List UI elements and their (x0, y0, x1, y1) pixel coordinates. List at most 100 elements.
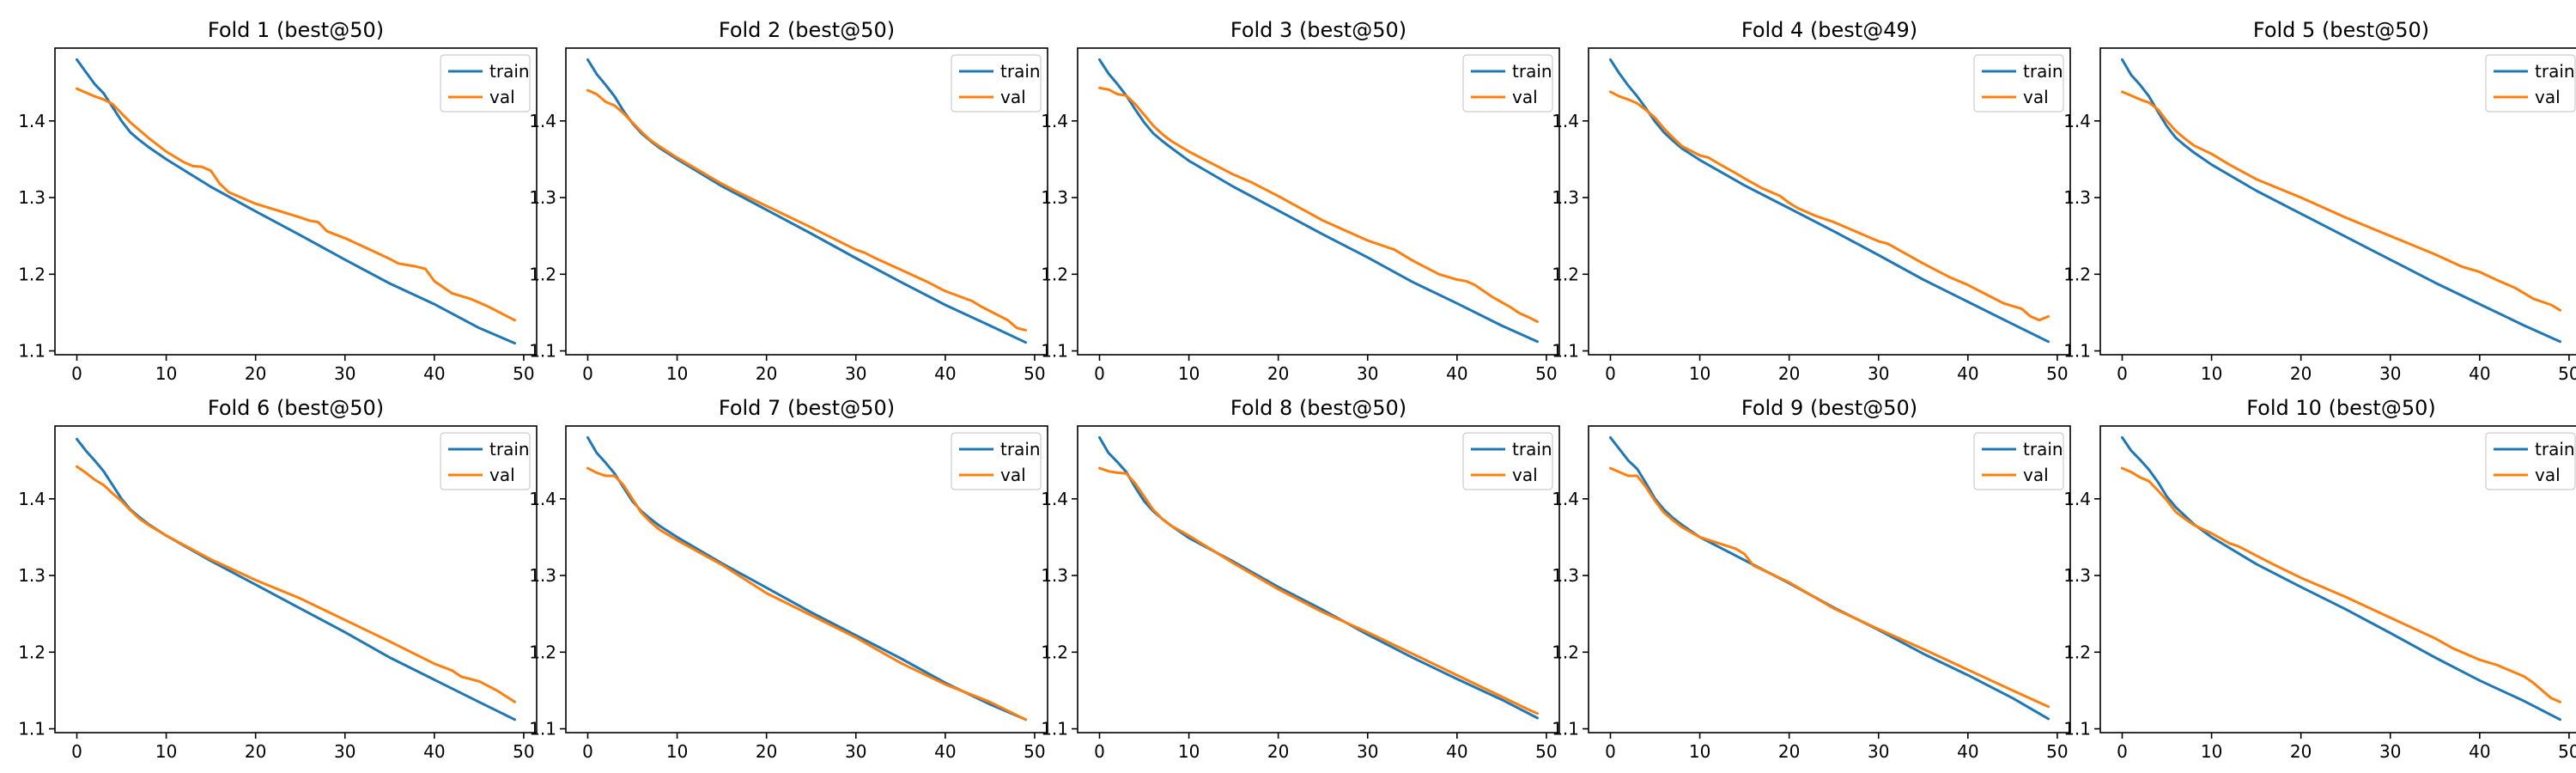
legend-label-train: train (1512, 61, 1552, 82)
x-tick-label: 40 (423, 741, 445, 762)
x-tick-label: 10 (666, 363, 688, 384)
y-tick-label: 1.4 (1041, 489, 1068, 509)
x-tick-label: 30 (334, 741, 355, 762)
val-line (1098, 86, 1539, 324)
y-tick-label: 1.3 (2063, 565, 2091, 586)
x-tick-label: 50 (2046, 741, 2068, 762)
x-tick-label: 30 (2379, 363, 2401, 384)
subplot-title: Fold 3 (best@50) (1230, 18, 1406, 42)
legend-label-val: val (2023, 465, 2049, 485)
legend: train val (2485, 432, 2576, 490)
x-tick-label: 50 (1535, 363, 1557, 384)
legend-label-val: val (1512, 465, 1538, 485)
y-tick-label: 1.1 (1552, 341, 1579, 362)
y-tick-label: 1.2 (2063, 264, 2091, 284)
subplot-4: Fold 4 (best@49) 0 10 20 30 40 50 1.1 1.2 1.3 1.4 t… (1552, 18, 2071, 384)
x-tick-label: 30 (845, 741, 866, 762)
train-line (1098, 58, 1539, 344)
axes-frame (1077, 425, 1560, 733)
x-tick-label: 0 (1605, 741, 1616, 762)
y-tick-label: 1.1 (529, 719, 556, 740)
y-tick-label: 1.3 (2063, 187, 2091, 208)
y-tick-label: 1.1 (2063, 341, 2091, 362)
legend-label-val: val (2535, 465, 2561, 485)
legend-label-val: val (2535, 87, 2561, 107)
x-tick-label: 20 (2290, 741, 2312, 762)
x-tick-label: 0 (582, 741, 593, 762)
legend: train val (1973, 54, 2064, 113)
legend: train val (951, 54, 1042, 113)
x-tick-label: 20 (2290, 363, 2312, 384)
y-tick-label: 1.4 (1041, 111, 1068, 131)
legend-label-val: val (1000, 87, 1026, 107)
train-line (2121, 435, 2561, 721)
y-tick-label: 1.4 (2063, 111, 2091, 131)
train-line (1609, 58, 2050, 344)
x-tick-label: 0 (2117, 363, 2128, 384)
x-tick-label: 0 (582, 363, 593, 384)
x-tick-label: 30 (334, 363, 355, 384)
legend-label-train: train (489, 439, 530, 460)
x-tick-label: 50 (513, 741, 534, 762)
legend-label-train: train (2023, 61, 2063, 82)
x-tick-label: 40 (934, 741, 956, 762)
y-tick-label: 1.2 (1552, 642, 1579, 662)
val-line (1609, 466, 2050, 709)
subplot-6: Fold 6 (best@50) 0 10 20 30 40 50 1.1 1.2 1.3 1.4 t… (18, 396, 538, 762)
legend-label-val: val (1512, 87, 1538, 107)
x-tick-label: 20 (1778, 741, 1800, 762)
axes-frame (1588, 47, 2071, 356)
subplot-7: Fold 7 (best@50) 0 10 20 30 40 50 1.1 1.2 1.3 1.4 t… (529, 396, 1048, 762)
x-tick-label: 40 (1957, 363, 1978, 384)
x-tick-label: 40 (423, 363, 445, 384)
subplot-5: Fold 5 (best@50) 0 10 20 30 40 50 1.1 1.2 1.3 1.4 t… (2063, 18, 2576, 384)
legend: train val (1973, 432, 2064, 490)
y-tick-label: 1.2 (529, 264, 556, 284)
legend-label-train: train (2023, 439, 2063, 460)
x-tick-label: 0 (1605, 363, 1616, 384)
y-tick-label: 1.2 (2063, 642, 2091, 662)
train-line (586, 58, 1027, 344)
x-tick-label: 10 (2201, 741, 2222, 762)
y-tick-label: 1.1 (1041, 719, 1068, 740)
x-tick-label: 50 (1535, 741, 1557, 762)
x-tick-label: 40 (934, 363, 956, 384)
x-tick-label: 0 (1094, 741, 1105, 762)
axes-frame (565, 47, 1048, 356)
y-tick-label: 1.1 (2063, 719, 2091, 740)
x-tick-label: 30 (845, 363, 866, 384)
subplot-title: Fold 5 (best@50) (2253, 18, 2429, 42)
subplot-title: Fold 4 (best@49) (1741, 18, 1917, 42)
legend: train val (951, 432, 1042, 490)
x-tick-label: 30 (1357, 741, 1378, 762)
train-line (76, 58, 516, 345)
subplot-2: Fold 2 (best@50) 0 10 20 30 40 50 1.1 1.2 1.3 1.4 t… (529, 18, 1048, 384)
x-tick-label: 0 (2117, 741, 2128, 762)
legend: train val (2485, 54, 2576, 113)
y-tick-label: 1.4 (18, 111, 46, 131)
y-tick-label: 1.4 (1552, 111, 1579, 131)
x-tick-label: 40 (2469, 741, 2490, 762)
x-tick-label: 20 (756, 741, 777, 762)
y-tick-label: 1.3 (1552, 565, 1579, 586)
val-line (586, 466, 1027, 721)
x-tick-label: 50 (2046, 363, 2068, 384)
val-line (76, 465, 516, 703)
subplot-title: Fold 1 (best@50) (208, 18, 384, 42)
subplot-10: Fold 10 (best@50) 0 10 20 30 40 50 1.1 1.2 1.3 1.4… (2063, 396, 2576, 762)
x-tick-label: 20 (1778, 363, 1800, 384)
legend-label-train: train (1000, 61, 1041, 82)
y-tick-label: 1.4 (1552, 489, 1579, 509)
x-tick-label: 10 (1689, 363, 1710, 384)
legend-label-val: val (489, 465, 515, 485)
x-tick-label: 40 (1957, 741, 1978, 762)
x-tick-label: 20 (1267, 741, 1289, 762)
x-tick-label: 20 (1267, 363, 1289, 384)
legend: train val (440, 432, 531, 490)
axes-frame (1077, 47, 1560, 356)
y-tick-label: 1.1 (1552, 719, 1579, 740)
legend: train val (1462, 432, 1553, 490)
x-tick-label: 0 (71, 363, 82, 384)
axes-frame (565, 425, 1048, 733)
x-tick-label: 0 (1094, 363, 1105, 384)
